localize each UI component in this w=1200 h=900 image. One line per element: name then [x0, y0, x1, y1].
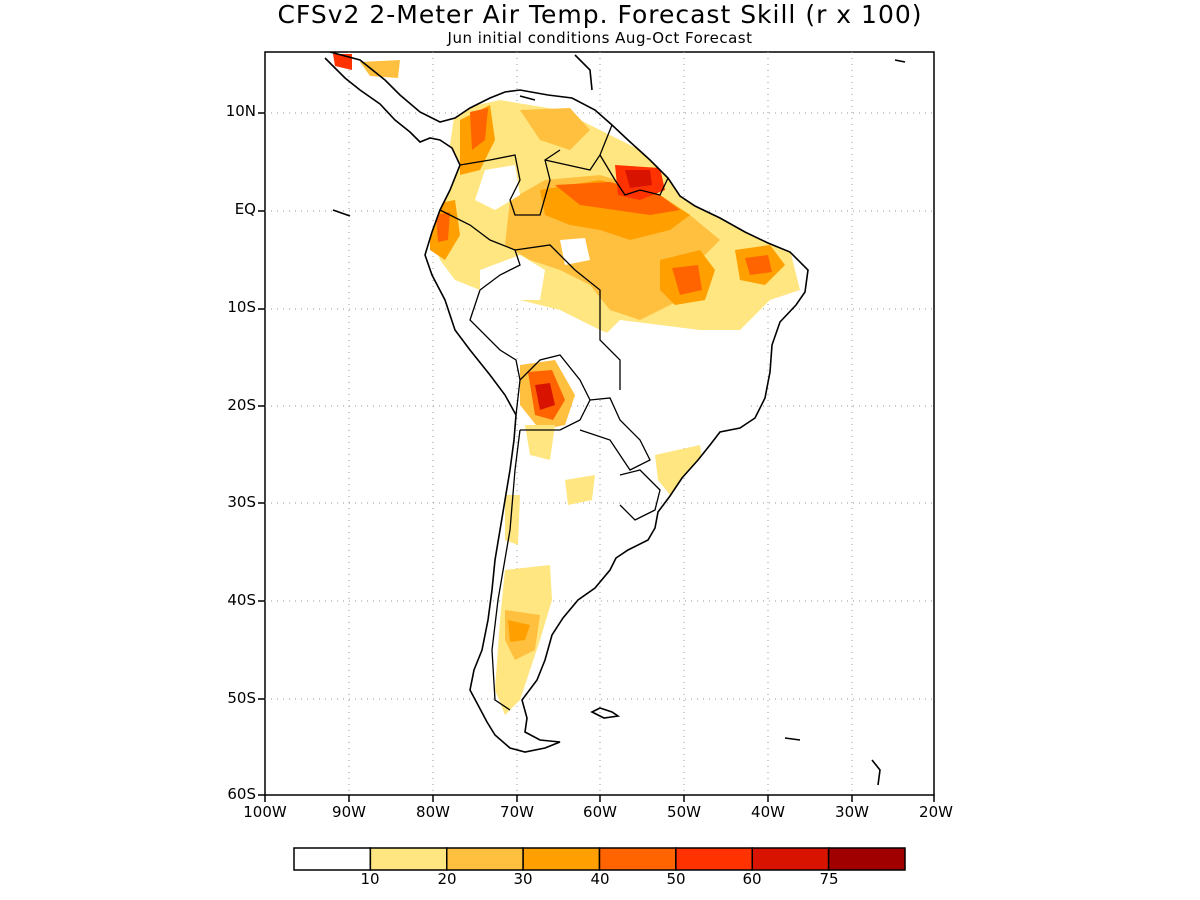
lat-label-30s: 30S: [227, 493, 256, 511]
lon-label-30w: 30W: [835, 803, 869, 821]
lon-label-70w: 70W: [500, 803, 534, 821]
colorbar-segment-1: [369, 847, 448, 871]
country-borders: [439, 124, 669, 711]
lon-label-100w: 100W: [243, 803, 287, 821]
colorbar-label-10: 10: [360, 870, 380, 888]
colorbar: [293, 847, 906, 871]
lon-label-80w: 80W: [416, 803, 450, 821]
lat-label-10n: 10N: [225, 102, 256, 120]
lon-label-50w: 50W: [667, 803, 701, 821]
lat-label-60s: 60S: [227, 785, 256, 803]
colorbar-segment-3: [522, 847, 601, 871]
lat-label-50s: 50S: [227, 689, 256, 707]
lon-label-40w: 40W: [751, 803, 785, 821]
lat-label-eq: EQ: [234, 200, 256, 218]
colorbar-label-20: 20: [437, 870, 457, 888]
colorbar-label-30: 30: [513, 870, 533, 888]
lon-label-60w: 60W: [583, 803, 617, 821]
colorbar-label-75: 75: [819, 870, 839, 888]
colorbar-label-60: 60: [742, 870, 762, 888]
lon-label-90w: 90W: [332, 803, 366, 821]
lat-label-20s: 20S: [227, 396, 256, 414]
colorbar-segment-7: [827, 847, 906, 871]
lat-label-10s: 10S: [227, 298, 256, 316]
lon-label-20w: 20W: [919, 803, 953, 821]
map-title: CFSv2 2-Meter Air Temp. Forecast Skill (…: [277, 0, 923, 29]
colorbar-segment-4: [598, 847, 677, 871]
map-subtitle: Jun initial conditions Aug-Oct Forecast: [447, 29, 753, 47]
central-america-shading: [333, 54, 400, 78]
colorbar-segment-2: [446, 847, 524, 871]
colorbar-label-40: 40: [590, 870, 610, 888]
colorbar-segment-6: [751, 847, 830, 871]
lat-label-40s: 40S: [227, 591, 256, 609]
colorbar-segment-5: [675, 847, 754, 871]
colorbar-label-50: 50: [666, 870, 686, 888]
skill-shading: [430, 100, 800, 715]
axis-ticks: [258, 112, 935, 802]
colorbar-segment-0: [293, 847, 372, 871]
coastline: [324, 52, 906, 786]
